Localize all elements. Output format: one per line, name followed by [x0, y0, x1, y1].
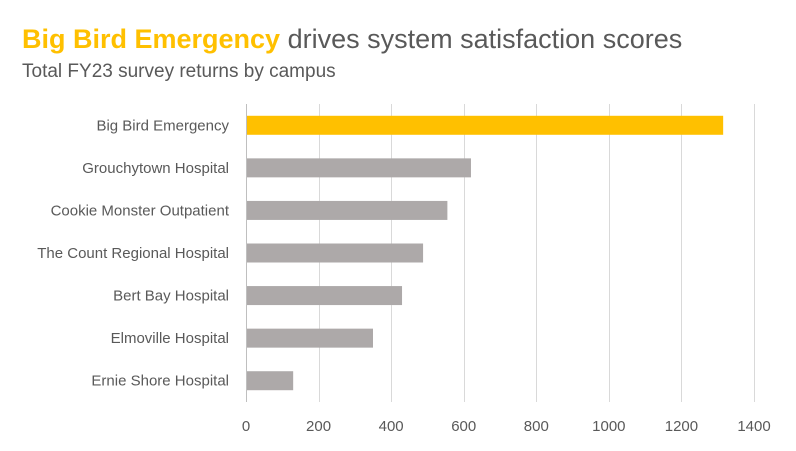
x-tick-label: 600	[451, 418, 476, 435]
chart-title: Big Bird Emergency drives system satisfa…	[22, 24, 682, 55]
category-label: Cookie Monster Outpatient	[51, 202, 230, 219]
x-tick-label: 200	[306, 418, 331, 435]
x-tick-label: 1000	[592, 418, 625, 435]
x-tick-label: 1200	[665, 418, 698, 435]
x-tick-label: 400	[379, 418, 404, 435]
chart-subtitle: Total FY23 survey returns by campus	[22, 61, 336, 82]
bars	[247, 115, 724, 391]
category-label: The Count Regional Hospital	[37, 245, 229, 262]
bar	[247, 243, 424, 263]
category-label: Ernie Shore Hospital	[91, 373, 229, 390]
bar	[247, 158, 471, 178]
bar	[247, 286, 403, 306]
bar	[247, 371, 294, 391]
category-labels: Big Bird Emergency Grouchytown Hospital Co…	[37, 117, 230, 389]
category-label: Big Bird Emergency	[96, 117, 229, 134]
category-label: Grouchytown Hospital	[82, 160, 229, 177]
bar	[247, 115, 724, 135]
chart-title-rest: drives system satisfaction scores	[287, 24, 683, 54]
chart-title-highlight: Big Bird Emergency	[22, 24, 281, 54]
category-label: Bert Bay Hospital	[113, 288, 229, 305]
x-tick-label: 0	[242, 418, 250, 435]
x-tick-label: 1400	[737, 418, 770, 435]
x-axis-ticks: 0 200 400 600 800 1000 1200 1400	[242, 418, 771, 435]
x-tick-label: 800	[524, 418, 549, 435]
category-label: Elmoville Hospital	[111, 330, 229, 347]
bar	[247, 200, 448, 220]
bar	[247, 328, 373, 348]
